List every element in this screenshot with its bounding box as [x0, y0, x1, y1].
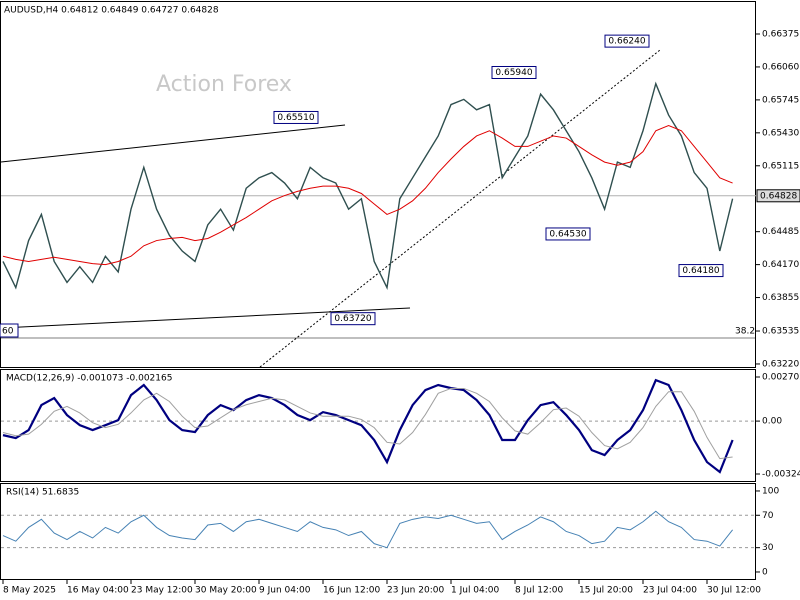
x-tick-label: 23 Jul 04:00: [643, 586, 697, 596]
annotation-label: 0.65510: [277, 113, 314, 123]
annotation-label: 0.64180: [682, 266, 719, 276]
y-tick-label: 0.002702: [762, 372, 800, 382]
channel-upper: [0, 124, 346, 163]
current-price-box: [756, 189, 800, 203]
y-tick-label: 0.66060: [762, 62, 799, 72]
y-tick-label: 0.64485: [762, 227, 799, 237]
y-tick-label: 0.63855: [762, 293, 799, 303]
y-tick-label: 0.65115: [762, 161, 799, 171]
y-tick-label: 30: [762, 543, 774, 553]
price-line: [2, 124, 733, 266]
y-tick-label: 0.63220: [762, 359, 799, 369]
y-tick-label: 100: [762, 486, 779, 496]
macd-panel: [0, 369, 756, 482]
edge-label: 60: [2, 327, 14, 337]
macd-line: [2, 387, 733, 460]
price-line: [2, 81, 734, 290]
fib-label: 38.2: [735, 327, 755, 337]
current-price-label: 0.64828: [760, 191, 797, 201]
chart-title: AUDUSD,H4 0.64812 0.64849 0.64727 0.6482…: [4, 6, 219, 16]
x-tick-label: 8 May 2025: [3, 586, 56, 596]
annotation-box: [604, 34, 650, 48]
annotation-label: 0.65940: [495, 68, 532, 78]
rsi-title: RSI(14) 51.6835: [6, 488, 79, 498]
channel-lower: [0, 307, 411, 329]
macd-title: MACD(12,26,9) -0.001073 -0.002165: [6, 374, 172, 384]
y-tick-label: 0.66375: [762, 30, 799, 40]
y-tick-label: 0.00: [762, 417, 782, 427]
y-tick-label: 70: [762, 511, 774, 521]
y-tick-label: -0.003241: [762, 469, 800, 479]
y-tick-label: 0.65430: [762, 128, 799, 138]
y-tick-label: 0.65745: [762, 95, 799, 105]
x-tick-label: 15 Jul 20:00: [579, 586, 633, 596]
x-tick-label: 16 May 04:00: [67, 586, 129, 596]
y-tick-label: 0.64170: [762, 260, 799, 270]
price-panel: [0, 1, 756, 368]
rsi-panel: [0, 483, 756, 580]
x-tick-label: 16 Jun 12:00: [323, 586, 380, 596]
annotation-box: [545, 227, 591, 241]
y-tick-label: 0.63535: [762, 327, 799, 337]
annotation-label: 0.64530: [549, 229, 586, 239]
trend-dotted: [259, 49, 661, 368]
rsi-line: [2, 510, 733, 549]
x-tick-label: 1 Jul 04:00: [451, 586, 500, 596]
annotation-label: 0.66240: [608, 37, 645, 47]
annotation-box: [678, 264, 724, 278]
x-tick-label: 23 May 12:00: [131, 586, 193, 596]
annotation-label: 0.63720: [334, 314, 371, 324]
y-tick-label: 0: [762, 567, 768, 577]
annotation-box: [273, 110, 319, 124]
annotation-box: [330, 312, 376, 326]
x-tick-label: 30 May 20:00: [195, 586, 257, 596]
annotation-box: [491, 65, 537, 79]
x-tick-label: 30 Jul 12:00: [707, 586, 761, 596]
x-tick-label: 8 Jul 12:00: [515, 586, 564, 596]
x-tick-label: 23 Jun 20:00: [387, 586, 444, 596]
edge-label-box: [0, 323, 19, 338]
x-tick-label: 9 Jun 04:00: [259, 586, 311, 596]
watermark: Action Forex: [156, 72, 292, 97]
